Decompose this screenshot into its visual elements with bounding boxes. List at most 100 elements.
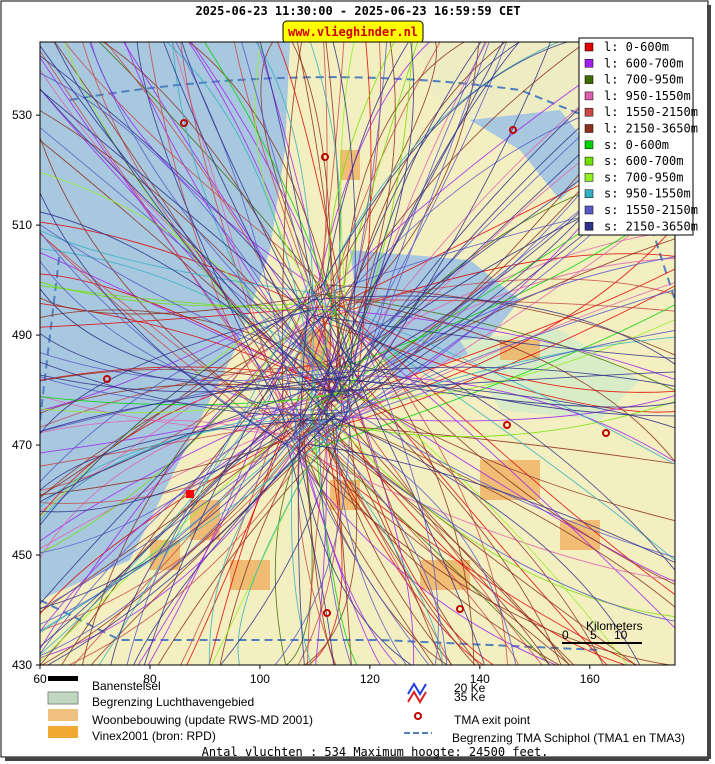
flight-track [297,444,381,665]
flight-track [318,400,352,665]
legend-label: s: 1550-2150m [604,203,698,217]
x-tick-label: 160 [580,672,600,686]
tma-exit-points [103,119,610,617]
flight-track [136,42,286,422]
flight-track [40,294,314,497]
legend-label: s: 2150-3650m [604,219,698,233]
flight-track [315,394,444,665]
legend-swatch [584,205,594,215]
flight-track [40,55,358,368]
footer: Antal vluchten : 534 Maximum hoogte: 245… [202,745,549,759]
scale-title: Kilometers [586,619,643,633]
flight-track [40,374,348,393]
legend-label: s: 700-950m [604,170,683,184]
map-layer [40,42,675,665]
map-legend: Banenstelsel Begrenzing Luchthavengebied… [47,676,685,745]
site-link[interactable]: www.vlieghinder.nl [288,25,418,39]
legend-label: l: 1550-2150m [604,105,698,119]
flight-track [323,42,409,290]
flight-track [40,309,314,435]
flight-track [303,413,444,665]
flight-track [318,410,641,665]
y-tick-label: 470 [12,438,32,452]
flight-track [310,314,675,360]
y-tick-label: 490 [12,328,32,342]
flight-track [259,42,312,286]
x-tick-label: 140 [470,672,490,686]
flight-track [339,42,388,365]
flight-track [40,211,341,403]
flight-track [40,376,339,411]
flight-track [310,286,485,665]
legend-label: l: 950-1550m [604,89,691,103]
flight-track [325,42,341,392]
map-legend-label: Vinex2001 (bron: RPD) [92,729,216,743]
legend-label: s: 950-1550m [604,187,691,201]
flight-track [304,42,418,411]
legend-label: s: 600-700m [604,154,683,168]
flight-track [47,413,336,665]
legend-swatch [584,59,594,68]
flight-track [82,42,336,408]
flight-track [287,411,570,665]
flight-track [311,238,675,411]
flight-track [312,304,675,450]
flight-track [40,398,312,559]
flight-track [304,422,358,665]
flight-track [126,314,325,665]
flight-track [40,383,336,414]
flight-track [208,398,350,665]
flight-track [335,423,675,618]
legend-swatch [584,140,594,150]
flight-track [40,413,282,522]
flight-track [335,417,675,608]
lake [470,110,600,200]
legend-label: s: 0-600m [604,138,669,152]
scale-label: 10 [614,628,628,642]
flight-track [335,42,551,430]
flight-track [351,42,482,380]
flight-track [220,418,345,665]
flight-track [292,42,504,435]
legend-swatch [584,173,594,182]
flight-track [308,402,343,665]
flight-track [291,42,332,423]
tma-boundary [40,76,675,651]
map-legend-label: Woonbebouwing (update RWS-MD 2001) [92,713,313,727]
ke-swatch [407,682,427,696]
flight-track [358,379,675,408]
flight-track [40,221,314,310]
x-tick-label: 100 [250,672,270,686]
x-tick-label: 60 [33,672,47,686]
flight-track [40,287,338,655]
flight-track [40,425,345,632]
flight-track [40,417,309,609]
flight-track [328,42,395,281]
flight-track [327,371,675,393]
flight-track [274,394,351,665]
flight-track [351,388,675,583]
flight-track [286,442,334,665]
flight-track [133,415,336,665]
flight-track [40,72,327,395]
flight-track [157,425,350,665]
flight-track [295,445,571,665]
flight-track [293,436,430,665]
flight-track [40,192,286,445]
flight-track [163,42,339,403]
y-tick-label: 530 [12,108,32,122]
flight-track [181,42,348,397]
flight-track [40,224,350,381]
boundary-swatch [47,691,79,705]
flight-track [241,42,340,394]
flight-track [40,427,288,662]
flight-track [329,428,551,665]
map-legend-label: Begrenzing TMA Schiphol (TMA1 en TMA3) [452,731,685,745]
flight-track [40,414,313,657]
flight-track [301,282,675,441]
flight-track [302,410,336,665]
flight-track [280,330,675,446]
map-legend-label: Banenstelsel [92,679,161,693]
flight-track [289,445,557,665]
